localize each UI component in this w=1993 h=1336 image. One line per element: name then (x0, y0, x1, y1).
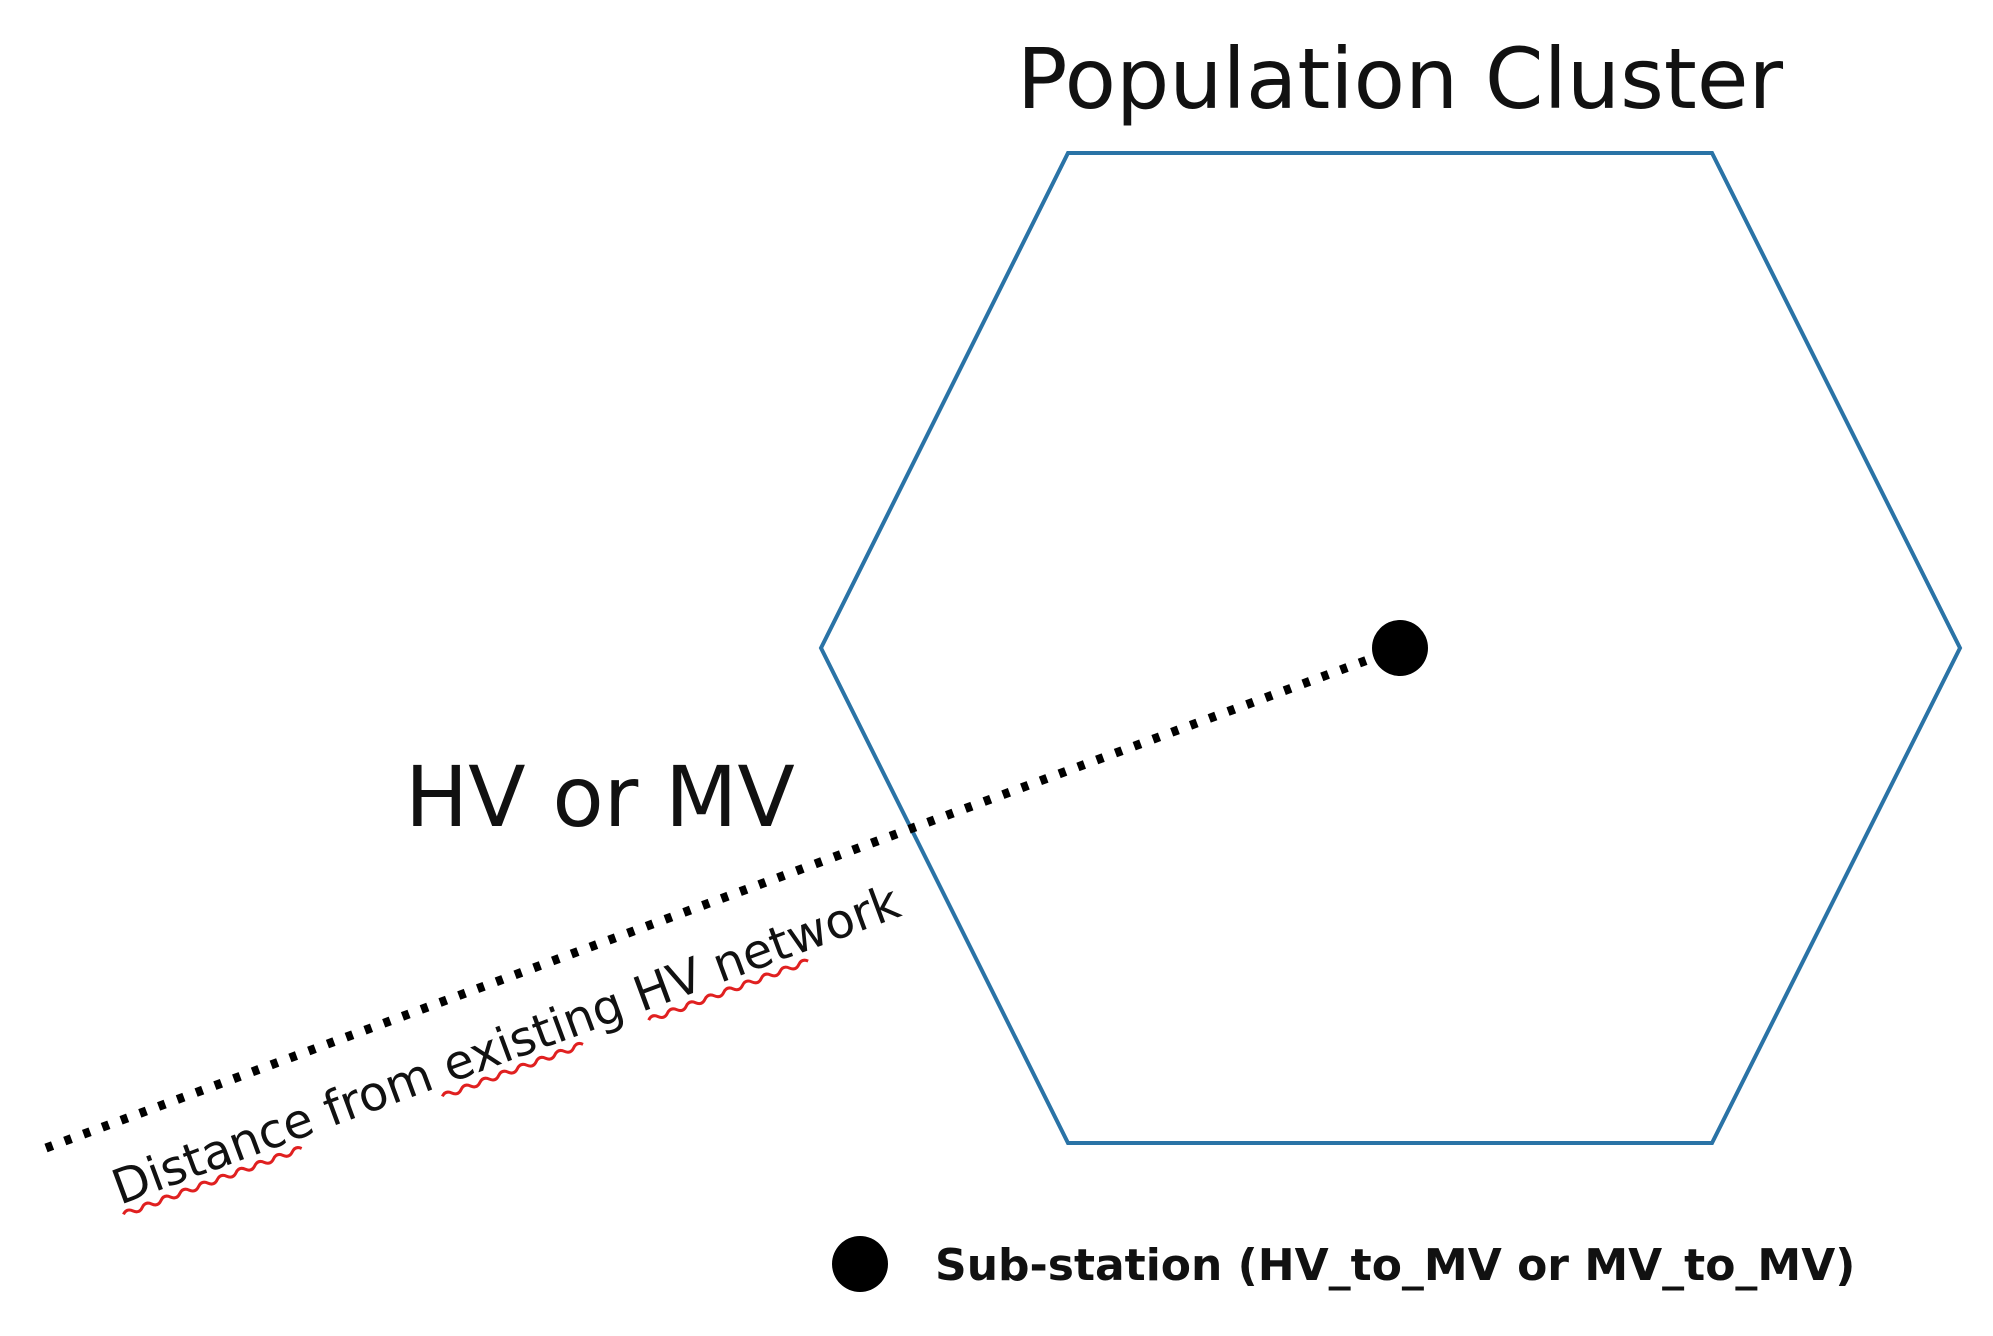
legend-substation-label: Sub-station (HV_to_MV or MV_to_MV) (935, 1240, 1855, 1291)
legend-substation-marker (832, 1236, 888, 1292)
hv-or-mv-line (44, 643, 1402, 1153)
hv-or-mv-label: HV or MV (405, 748, 795, 846)
population-cluster-hexagon (818, 151, 1963, 1145)
substation-marker (1372, 620, 1428, 676)
distance-label: Distance from existing HV network (105, 874, 908, 1216)
spellcheck-underline-distance (122, 1146, 303, 1216)
distance-label-group: Distance from existing HV network (105, 874, 908, 1216)
population-cluster-title: Population Cluster (1017, 30, 1784, 128)
spellcheck-underline-existing (440, 1041, 584, 1098)
spellcheck-underline-network (647, 958, 809, 1021)
